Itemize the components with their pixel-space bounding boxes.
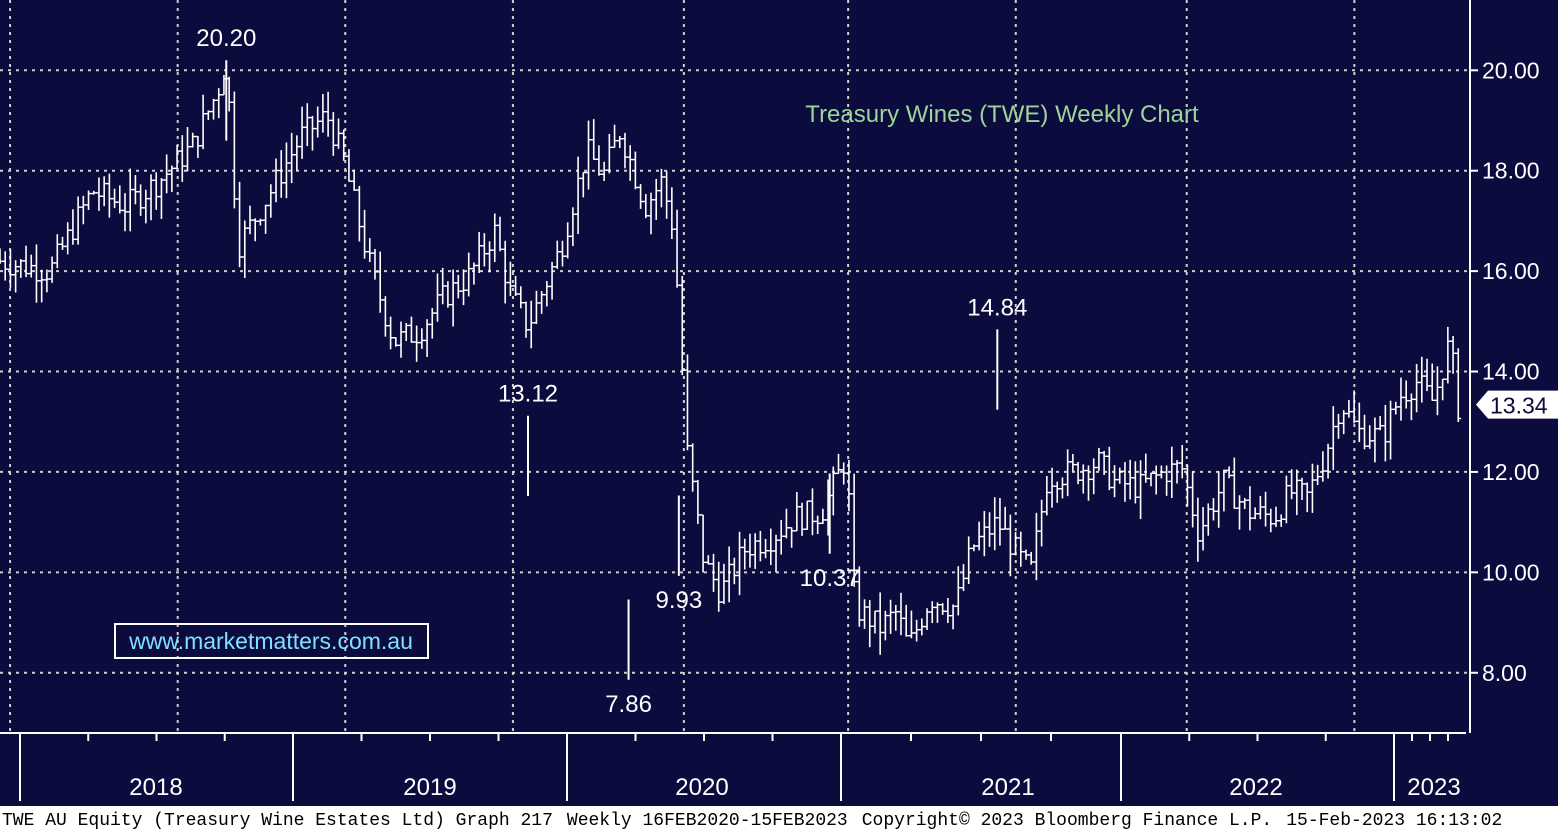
grid-lines	[0, 0, 1470, 733]
last-price-label: 13.34	[1490, 393, 1548, 419]
y-tick-label: 20.00	[1482, 57, 1540, 83]
last-price-tag	[1476, 390, 1558, 419]
annotation-label: 9.93	[655, 587, 702, 614]
y-tick-label: 10.00	[1482, 559, 1540, 585]
axes: 8.00 10.00 12.00 14.00 16.00 18.00 20.00 2018 20…	[0, 0, 1558, 801]
footer-range: Weekly 16FEB2020-15FEB2023	[566, 811, 848, 831]
price-bars	[0, 60, 1462, 680]
annotation-label: 10.37	[800, 565, 860, 592]
annotation-label: 13.12	[498, 381, 558, 408]
footer-timestamp: 15-Feb-2023 16:13:02	[1286, 811, 1503, 831]
y-tick-label: 8.00	[1482, 660, 1527, 686]
annotation-label: 20.20	[196, 25, 256, 52]
annotation-label: 7.86	[605, 691, 652, 718]
x-tick-label: 2020	[675, 774, 728, 801]
x-tick-label: 2022	[1229, 774, 1282, 801]
watermark-text: www.marketmatters.com.au	[128, 628, 413, 654]
x-tick-label: 2023	[1407, 774, 1460, 801]
x-tick-label: 2018	[129, 774, 182, 801]
x-tick-label: 2021	[981, 774, 1034, 801]
y-tick-label: 14.00	[1482, 359, 1540, 385]
y-tick-label: 18.00	[1482, 158, 1540, 184]
y-tick-label: 16.00	[1482, 258, 1540, 284]
annotations: 20.20 13.12 7.86 9.93 10.37 14.84	[196, 25, 1027, 718]
footer-bar: TWE AU Equity (Treasury Wine Estates Ltd…	[0, 806, 1558, 836]
y-tick-label: 12.00	[1482, 459, 1540, 485]
price-chart: 8.00 10.00 12.00 14.00 16.00 18.00 20.00 2018 20…	[0, 0, 1558, 801]
x-tick-label: 2019	[403, 774, 456, 801]
footer-security: TWE AU Equity (Treasury Wine Estates Ltd…	[2, 811, 553, 831]
footer-copyright: Copyright© 2023 Bloomberg Finance L.P.	[861, 811, 1273, 831]
annotation-label: 14.84	[967, 294, 1027, 321]
chart-title: Treasury Wines (TWE) Weekly Chart	[805, 101, 1199, 128]
watermark-box: www.marketmatters.com.au	[114, 623, 429, 659]
